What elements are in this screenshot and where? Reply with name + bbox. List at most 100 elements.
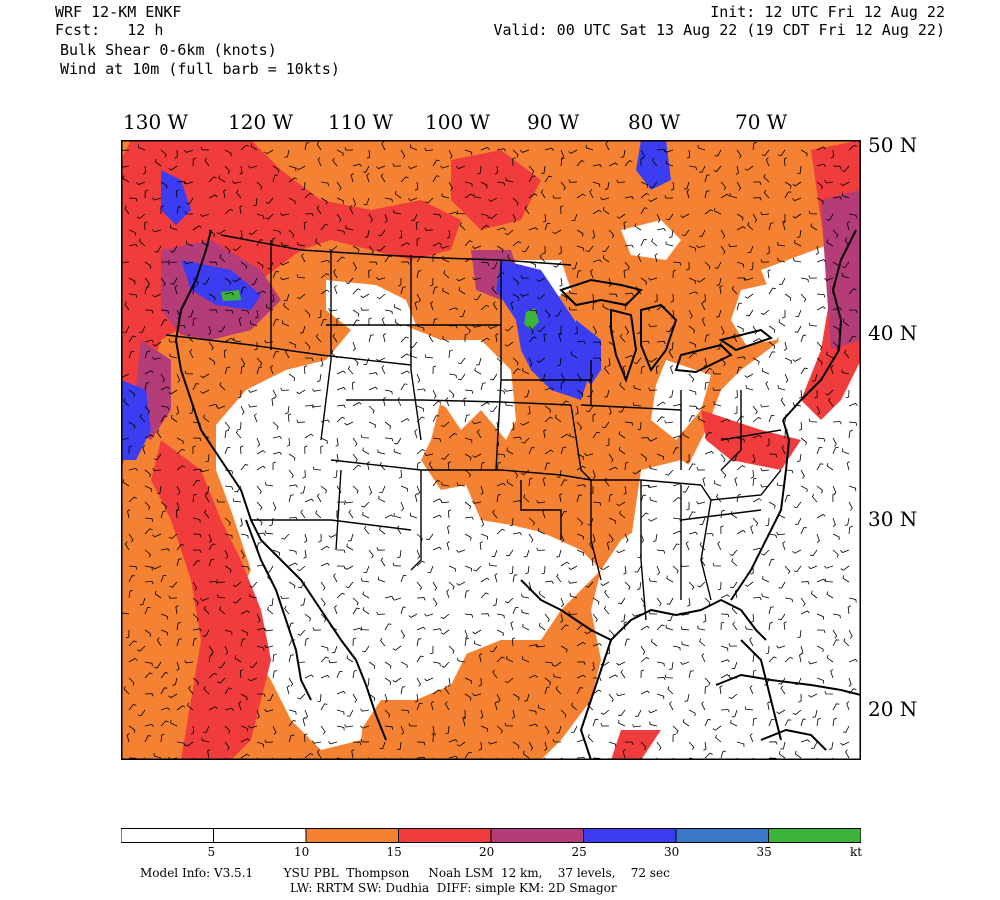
wind-barb (168, 338, 178, 343)
wind-barb (208, 194, 218, 199)
wind-barb (144, 309, 154, 314)
wind-barb (496, 693, 501, 703)
field-title-shear: Bulk Shear 0-6km (knots) (60, 41, 277, 59)
wind-barb (736, 366, 743, 375)
wind-barb (664, 420, 674, 424)
wind-barb (640, 533, 644, 543)
wind-barb (712, 725, 722, 731)
wind-barb (672, 269, 677, 279)
wind-barb (585, 245, 594, 253)
wind-barb (522, 367, 530, 375)
wind-barb (702, 477, 706, 487)
wind-barb (608, 693, 614, 703)
wind-barb (416, 581, 422, 591)
lon-label-90w: 90 W (527, 110, 580, 134)
wind-barb (777, 242, 786, 247)
wind-barb (448, 211, 458, 215)
wind-barb (304, 142, 310, 151)
wind-barb (336, 690, 346, 695)
wind-barb (544, 661, 554, 666)
wind-barb (844, 349, 850, 359)
wind-barb (444, 685, 450, 695)
wind-barb (520, 293, 530, 297)
wind-barb (267, 693, 274, 701)
wind-barb (384, 514, 394, 519)
wind-barb (400, 353, 410, 359)
wind-barb (544, 387, 554, 391)
wind-barb (249, 581, 258, 588)
wind-barb (392, 645, 402, 651)
wind-barb (312, 740, 322, 744)
wind-barb (832, 341, 839, 350)
wind-barb (713, 401, 722, 407)
wind-barb (672, 497, 682, 503)
wind-barb (640, 690, 650, 695)
wind-barb (462, 717, 466, 727)
wind-barb (752, 213, 758, 223)
wind-barb (794, 239, 802, 247)
wind-barb (144, 485, 152, 492)
wind-barb (346, 543, 354, 551)
wind-barb (265, 197, 274, 204)
wind-barb (496, 181, 505, 186)
wind-barb (362, 165, 370, 173)
wind-barb (272, 351, 279, 359)
wind-barb (704, 719, 711, 727)
wind-barb (336, 416, 345, 423)
wind-barb (672, 645, 681, 651)
wind-barb (688, 741, 695, 750)
wind-barb (720, 245, 726, 255)
wind-barb (352, 309, 360, 317)
wind-barb (400, 261, 410, 265)
wind-barb (735, 165, 739, 175)
wind-barb (440, 613, 450, 620)
wind-barb (704, 677, 711, 686)
wind-barb (816, 163, 826, 167)
wind-barb (544, 222, 551, 231)
wind-barb (312, 627, 322, 631)
wind-barb (480, 402, 490, 407)
wind-barb (576, 533, 584, 540)
wind-barb (792, 357, 802, 362)
wind-barb (139, 414, 146, 423)
wind-barb (440, 245, 450, 249)
wind-barb (768, 351, 776, 359)
wind-barb (304, 405, 314, 409)
wind-barb (672, 565, 679, 574)
wind-barb (296, 274, 306, 279)
wind-barb (192, 597, 199, 606)
wind-barb (192, 517, 201, 523)
wind-barb (558, 245, 562, 255)
wind-barb (512, 293, 520, 301)
wind-barb (320, 545, 330, 551)
wind-barb (808, 693, 818, 698)
wind-barb (592, 209, 602, 215)
wind-barb (616, 179, 626, 183)
wind-barb (569, 592, 578, 599)
wind-barb (560, 446, 567, 455)
wind-barb (608, 277, 612, 287)
wind-barb (271, 397, 275, 407)
wind-barb (288, 734, 295, 743)
wind-barb (845, 749, 850, 759)
wind-barb (510, 301, 514, 311)
wind-barb (745, 385, 754, 391)
wind-barb (800, 437, 807, 446)
wind-barb (720, 181, 727, 191)
wind-barb (720, 659, 730, 663)
wind-barb (752, 417, 762, 423)
wind-barb (752, 517, 759, 527)
wind-barb (219, 606, 226, 615)
wind-barb (753, 181, 762, 185)
model-title: WRF 12-KM ENKF (55, 3, 182, 21)
wind-barb (368, 549, 374, 559)
wind-barb (296, 419, 306, 423)
wind-barb (317, 309, 322, 319)
wind-barb (384, 623, 392, 631)
wind-barb (560, 533, 565, 543)
model-info: Model Info: V3.5.1 YSU PBL Thompson Noah… (140, 866, 670, 880)
wind-barb (732, 621, 738, 631)
wind-barb (352, 341, 356, 351)
wind-barb (315, 510, 322, 519)
wind-barb (144, 405, 150, 415)
